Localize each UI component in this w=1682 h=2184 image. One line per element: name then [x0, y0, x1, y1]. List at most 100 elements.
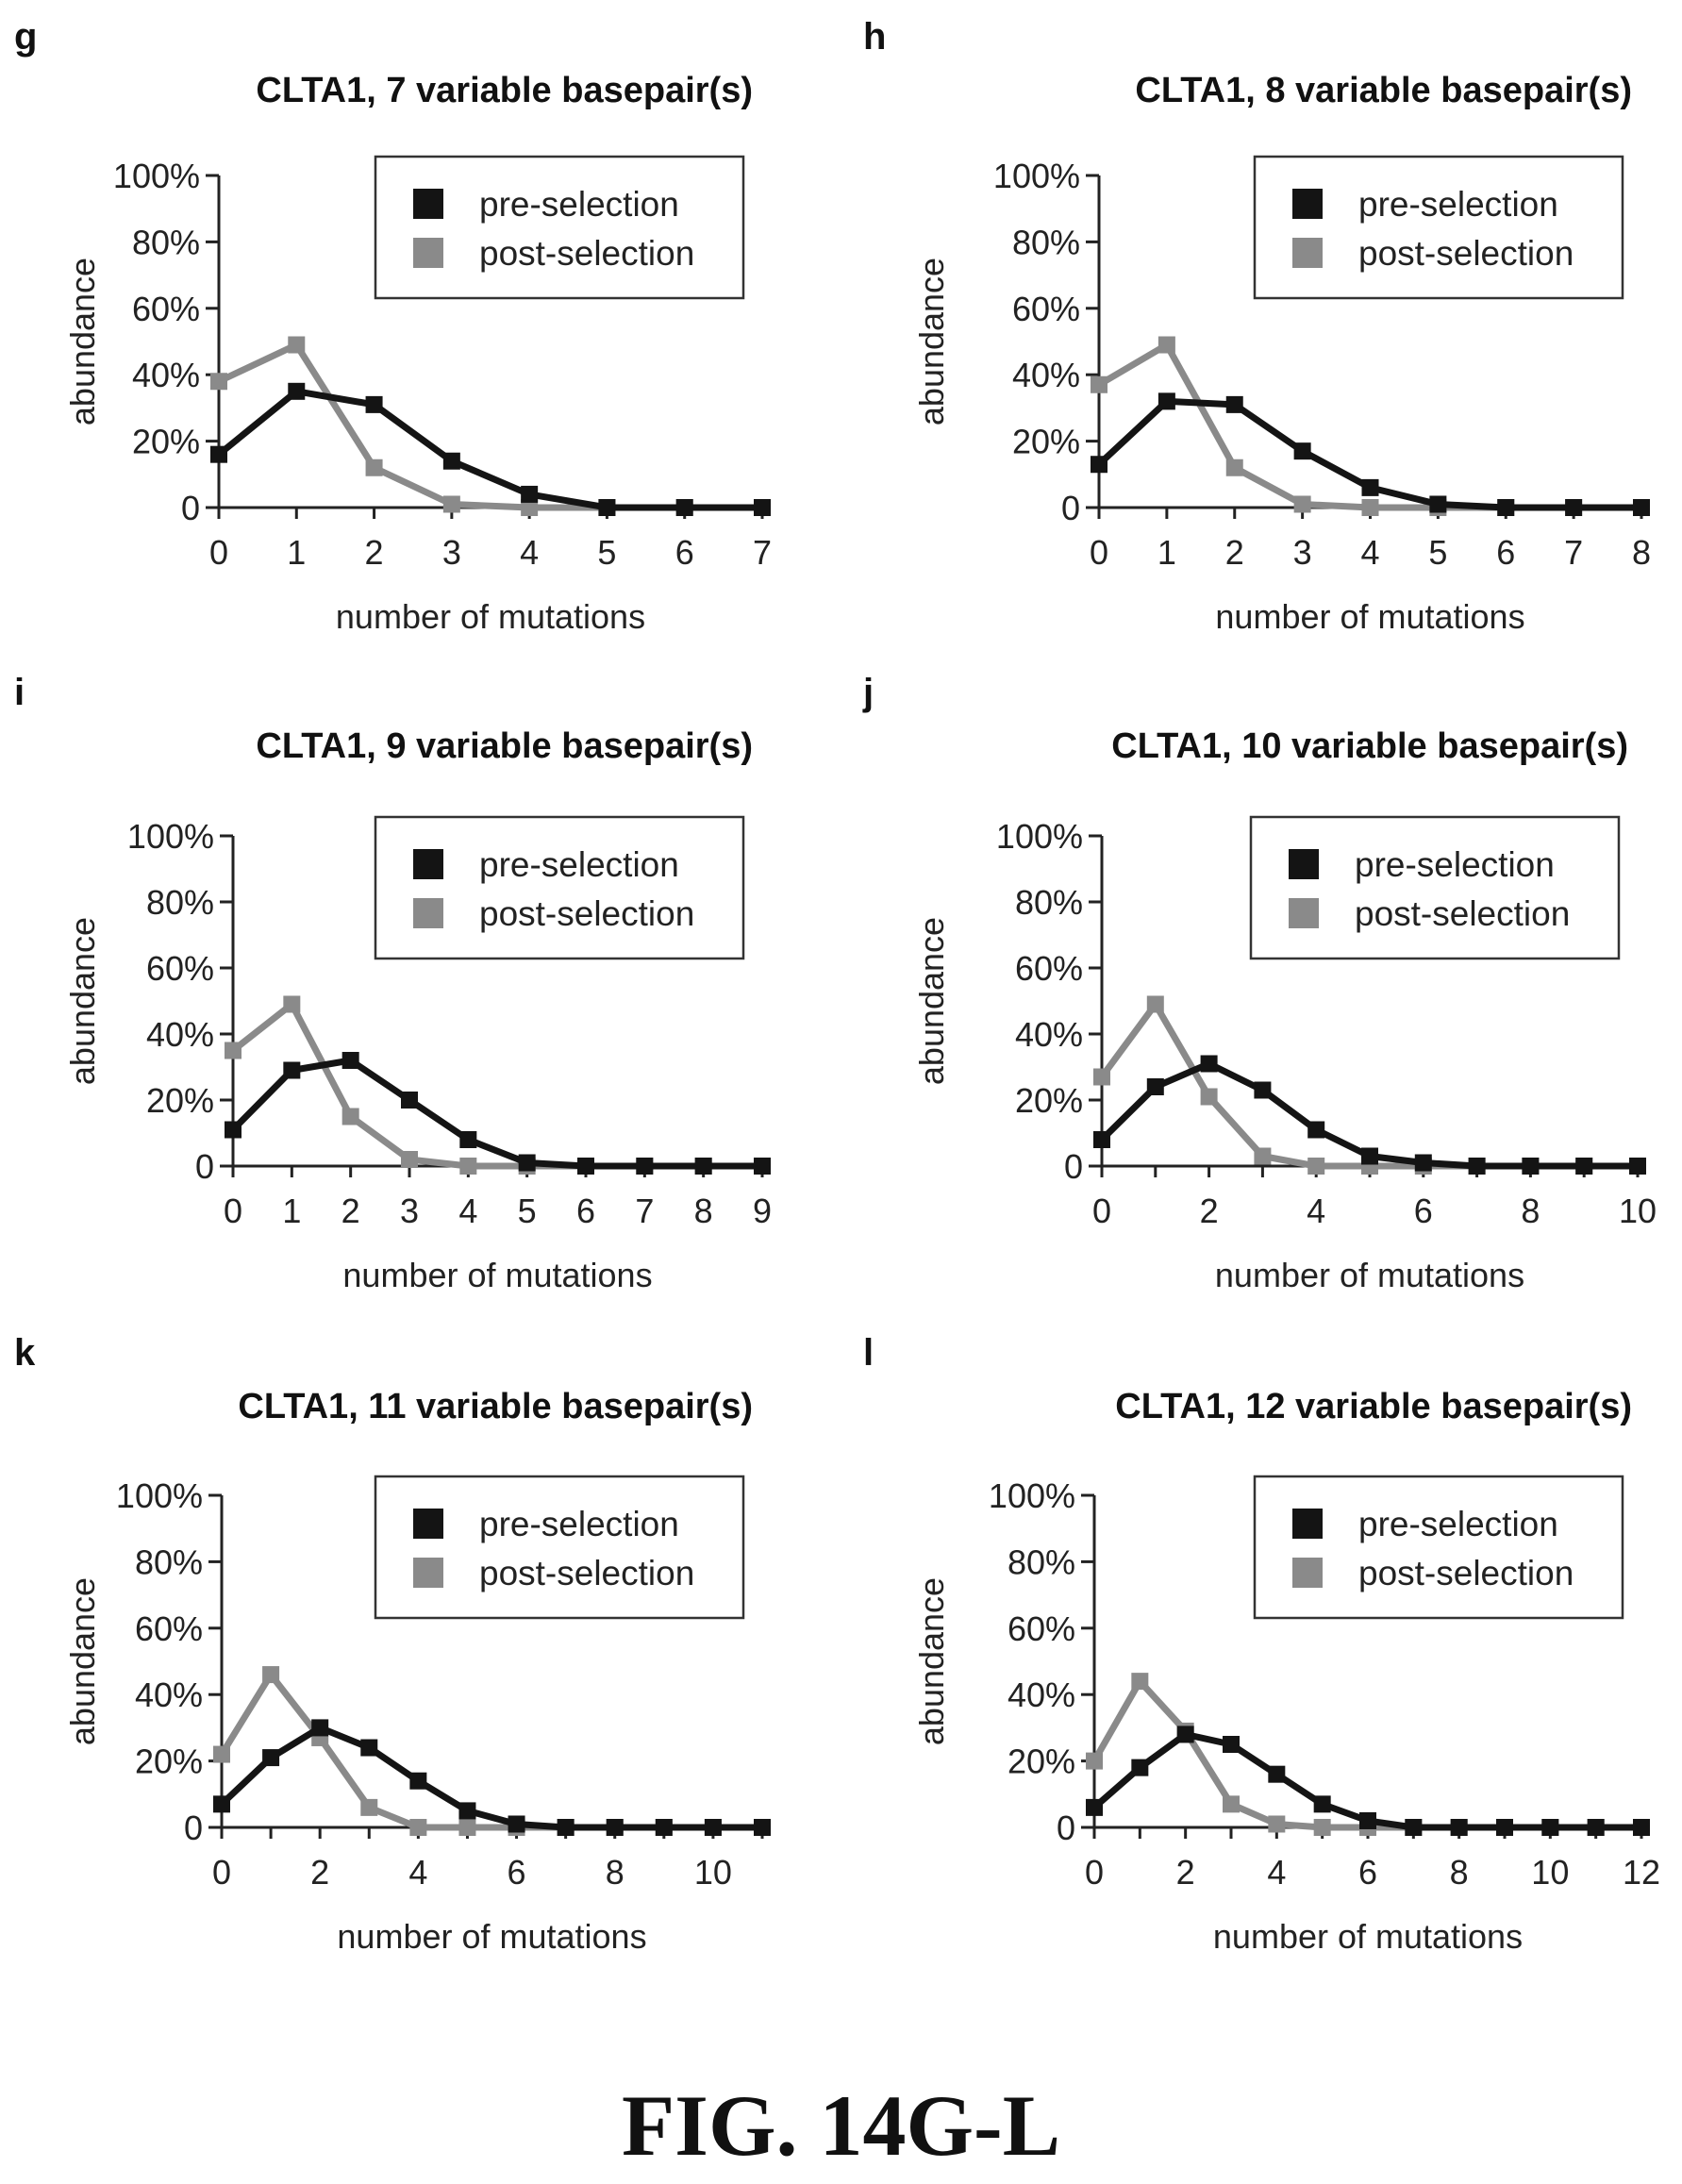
x-axis-label: number of mutations	[336, 597, 645, 636]
chart-panel-l: lCLTA1, 12 variable basepair(s)020%40%60…	[863, 1332, 1660, 1956]
data-point-post	[360, 1799, 377, 1816]
chart-panel-i: iCLTA1, 9 variable basepair(s)020%40%60%…	[14, 672, 772, 1294]
x-tick-label: 5	[518, 1192, 537, 1230]
y-tick-label: 0	[195, 1147, 214, 1186]
series-line-pre-selection	[222, 1727, 762, 1827]
data-point-pre	[213, 1795, 230, 1812]
data-point-pre	[598, 499, 615, 516]
data-point-pre	[225, 1122, 241, 1139]
data-point-pre	[1362, 479, 1379, 496]
data-point-pre	[577, 1158, 594, 1175]
x-axis-label: number of mutations	[1213, 1917, 1523, 1956]
x-tick-label: 1	[1157, 533, 1176, 572]
data-point-pre	[1497, 499, 1514, 516]
legend-swatch	[413, 849, 443, 879]
legend-label: post-selection	[1358, 234, 1574, 273]
y-tick-label: 100%	[996, 817, 1083, 856]
x-tick-label: 6	[576, 1192, 595, 1230]
x-tick-label: 8	[1632, 533, 1651, 572]
x-tick-label: 3	[1293, 533, 1312, 572]
data-point-pre	[1451, 1819, 1468, 1836]
y-tick-label: 40%	[135, 1676, 203, 1714]
x-tick-label: 2	[1225, 533, 1244, 572]
panel-label: k	[14, 1332, 36, 1374]
y-tick-label: 0	[1057, 1809, 1075, 1847]
chart-title: CLTA1, 9 variable basepair(s)	[256, 726, 753, 766]
legend-swatch	[1292, 1509, 1323, 1539]
data-point-pre	[676, 499, 693, 516]
y-tick-label: 80%	[1012, 223, 1080, 261]
chart-panel-k: kCLTA1, 11 variable basepair(s)020%40%60…	[14, 1332, 771, 1956]
data-point-post	[1268, 1815, 1285, 1832]
data-point-pre	[401, 1092, 418, 1109]
x-tick-label: 6	[1414, 1192, 1433, 1230]
data-point-post	[1147, 996, 1164, 1013]
data-point-pre	[342, 1052, 359, 1069]
x-tick-label: 10	[1531, 1853, 1569, 1892]
x-tick-label: 4	[1360, 533, 1379, 572]
data-point-pre	[695, 1158, 712, 1175]
data-point-post	[262, 1666, 279, 1683]
legend-box	[375, 1476, 743, 1618]
legend-box	[1255, 1476, 1623, 1618]
data-point-pre	[754, 1819, 771, 1836]
data-point-pre	[1633, 499, 1650, 516]
data-point-post	[1201, 1089, 1218, 1106]
x-tick-label: 5	[597, 533, 616, 572]
y-tick-label: 100%	[113, 157, 200, 195]
legend-swatch	[1292, 189, 1323, 219]
y-axis-label: abundance	[63, 917, 102, 1085]
x-tick-label: 5	[1428, 533, 1447, 572]
data-point-pre	[1307, 1122, 1324, 1139]
data-point-pre	[1226, 396, 1243, 413]
data-point-post	[1226, 459, 1243, 476]
data-point-post	[409, 1819, 426, 1836]
data-point-pre	[1429, 495, 1446, 512]
y-tick-label: 0	[1061, 489, 1080, 527]
y-tick-label: 100%	[127, 817, 214, 856]
legend-swatch	[1292, 238, 1323, 268]
data-point-pre	[1633, 1819, 1650, 1836]
data-point-pre	[1254, 1082, 1271, 1099]
y-tick-label: 0	[1064, 1147, 1083, 1186]
data-point-pre	[1086, 1799, 1103, 1816]
data-point-pre	[1294, 442, 1311, 459]
y-tick-label: 60%	[135, 1609, 203, 1648]
data-point-pre	[521, 486, 538, 503]
chart-title: CLTA1, 10 variable basepair(s)	[1111, 726, 1628, 766]
data-point-post	[1314, 1819, 1331, 1836]
x-tick-label: 2	[341, 1192, 360, 1230]
data-point-pre	[754, 1158, 771, 1175]
legend-swatch	[1289, 898, 1319, 928]
chart-panel-g: gCLTA1, 7 variable basepair(s)020%40%60%…	[14, 16, 772, 636]
x-tick-label: 6	[675, 533, 694, 572]
data-point-pre	[1201, 1056, 1218, 1073]
data-point-pre	[1588, 1819, 1605, 1836]
y-tick-label: 60%	[132, 290, 200, 328]
chart-title: CLTA1, 7 variable basepair(s)	[256, 71, 753, 110]
legend-label: pre-selection	[1355, 845, 1555, 884]
y-axis-label: abundance	[63, 1577, 102, 1745]
y-tick-label: 100%	[989, 1476, 1075, 1515]
legend: pre-selectionpost-selection	[1251, 817, 1619, 959]
data-point-pre	[360, 1740, 377, 1757]
data-point-post	[1158, 337, 1175, 354]
series-line-pre-selection	[233, 1060, 762, 1166]
data-point-post	[1362, 499, 1379, 516]
legend-swatch	[1292, 1558, 1323, 1588]
data-point-pre	[705, 1819, 722, 1836]
x-tick-label: 4	[520, 533, 539, 572]
legend-label: pre-selection	[1358, 1505, 1558, 1543]
data-point-post	[1294, 495, 1311, 512]
data-point-pre	[1496, 1819, 1513, 1836]
legend-swatch	[413, 1558, 443, 1588]
data-point-pre	[1405, 1819, 1422, 1836]
y-tick-label: 40%	[1012, 356, 1080, 394]
x-tick-label: 4	[1267, 1853, 1286, 1892]
data-point-post	[366, 459, 383, 476]
legend-label: pre-selection	[479, 845, 679, 884]
data-point-pre	[1522, 1158, 1539, 1175]
legend-label: post-selection	[479, 234, 694, 273]
data-point-pre	[210, 446, 227, 463]
